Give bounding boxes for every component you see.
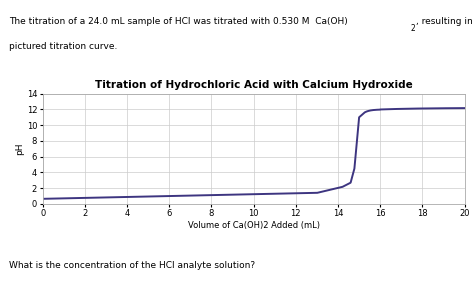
Text: pictured titration curve.: pictured titration curve.: [9, 42, 118, 51]
X-axis label: Volume of Ca(OH)2 Added (mL): Volume of Ca(OH)2 Added (mL): [188, 221, 319, 230]
Text: 2: 2: [410, 24, 415, 33]
Y-axis label: pH: pH: [15, 143, 24, 155]
Text: What is the concentration of the HCl analyte solution?: What is the concentration of the HCl ana…: [9, 261, 255, 270]
Text: , resulting in the: , resulting in the: [416, 17, 474, 26]
Text: The titration of a 24.0 mL sample of HCl was titrated with 0.530 M  Ca(OH): The titration of a 24.0 mL sample of HCl…: [9, 17, 348, 26]
Title: Titration of Hydrochloric Acid with Calcium Hydroxide: Titration of Hydrochloric Acid with Calc…: [95, 80, 412, 90]
